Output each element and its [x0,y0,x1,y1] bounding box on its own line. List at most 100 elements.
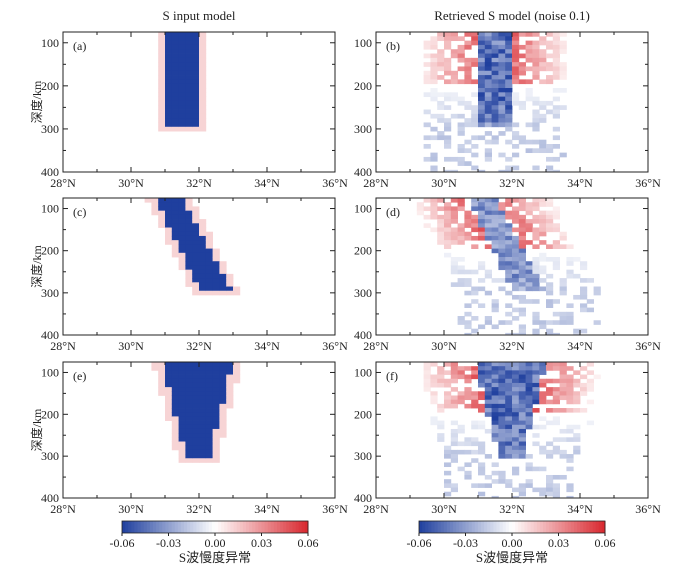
anomaly-cell [423,44,431,50]
anomaly-cell [498,240,506,245]
anomaly-cell [539,466,547,472]
anomaly-cell [532,311,540,317]
anomaly-cell [484,156,492,162]
anomaly-cell [192,261,200,266]
anomaly-cell [484,474,492,480]
anomaly-cell [226,290,234,296]
colorbar-segment [156,521,160,533]
anomaly-cell [192,100,200,106]
anomaly-cell [586,362,594,367]
anomaly-cell [512,227,520,233]
anomaly-cell [457,441,465,447]
anomaly-cell [539,113,547,119]
anomaly-cell [498,437,506,442]
anomaly-cell [423,382,431,388]
anomaly-cell [498,169,506,172]
colorbar-segment [153,521,157,533]
anomaly-cell [199,62,207,67]
anomaly-cell [437,66,445,72]
anomaly-cell [199,92,207,98]
anomaly-cell [171,36,179,42]
anomaly-cell [471,235,479,241]
anomaly-cell [498,366,506,371]
anomaly-cell [498,378,506,384]
y-tick-label: 400 [41,491,59,505]
colorbar-segment [443,521,448,533]
anomaly-cell [233,290,241,296]
anomaly-cell [498,88,506,93]
anomaly-cell [450,399,458,405]
anomaly-cell [165,57,173,63]
colorbar-segment [295,521,300,533]
anomaly-cell [457,366,465,371]
anomaly-cell [171,227,179,233]
anomaly-cell [478,227,486,233]
anomaly-cell [171,122,179,128]
anomaly-cell [226,278,234,283]
x-tick-label: 30°N [118,339,144,353]
anomaly-cell [546,387,554,392]
anomaly-cell [464,311,472,317]
anomaly-cell [586,370,594,375]
anomaly-cell [219,362,227,367]
anomaly-cell [430,378,438,384]
anomaly-cell [233,366,241,371]
anomaly-cell [505,479,513,484]
anomaly-cell [532,126,540,132]
anomaly-cell [416,210,424,216]
anomaly-cell [423,374,431,380]
anomaly-cell [205,244,213,249]
anomaly-cell [552,227,560,233]
anomaly-cell [552,36,560,42]
anomaly-cell [491,62,499,67]
anomaly-cell [518,286,526,292]
anomaly-cell [464,269,472,275]
anomaly-cell [484,382,492,388]
anomaly-cell [505,96,513,102]
anomaly-cell [185,79,193,85]
x-tick-label: 36°N [322,502,348,516]
colorbar-segment [277,521,281,533]
anomaly-cell [505,70,513,76]
anomaly-cell [539,227,547,233]
anomaly-cell [471,420,479,426]
anomaly-cell [199,70,207,76]
anomaly-cell [478,370,486,375]
anomaly-cell [484,399,492,405]
anomaly-cell [491,399,499,405]
anomaly-cell [505,227,513,233]
anomaly-cell [171,202,179,207]
anomaly-cell [464,303,472,308]
anomaly-cell [165,122,173,128]
anomaly-cell [192,378,200,384]
anomaly-cell [505,36,513,42]
anomaly-cell [559,391,567,396]
anomaly-cell [518,412,526,417]
anomaly-cell [518,244,526,249]
anomaly-cell [192,40,200,46]
anomaly-cell [416,206,424,212]
anomaly-cell [559,70,567,76]
anomaly-cell [457,206,465,212]
anomaly-cell [185,49,193,54]
anomaly-cell [464,223,472,228]
anomaly-cell [219,408,227,413]
colorbar-segment [236,521,241,533]
anomaly-cell [518,206,526,212]
anomaly-cell [586,378,594,384]
anomaly-cell [178,454,186,459]
anomaly-cell [171,441,179,447]
anomaly-cell [532,257,540,262]
anomaly-cell [185,441,193,447]
anomaly-cell [457,144,465,149]
anomaly-cell [171,437,179,442]
anomaly-cell [478,235,486,241]
anomaly-cell [444,240,452,245]
anomaly-cell [219,370,227,375]
anomaly-cell [199,378,207,384]
anomaly-cell [199,408,207,413]
anomaly-cell [580,290,588,296]
anomaly-cell [165,62,173,67]
anomaly-cell [464,437,472,442]
anomaly-cell [512,454,520,459]
